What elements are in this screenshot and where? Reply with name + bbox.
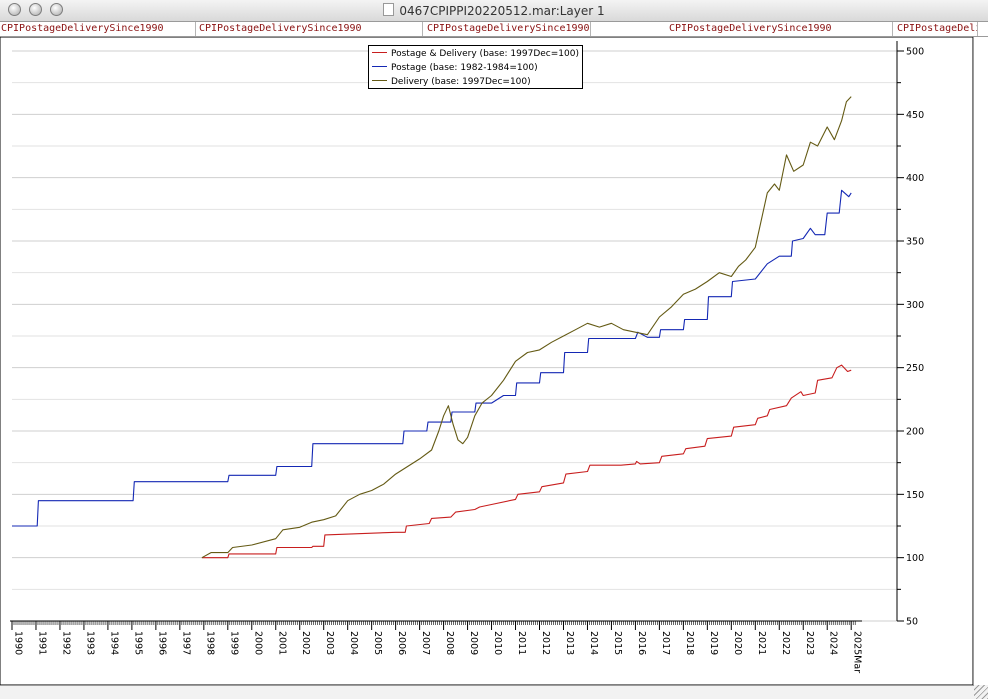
x-tick-label: 2007 [420, 631, 431, 655]
y-tick-label: 100 [906, 553, 924, 564]
y-axis: 50 100 150 200 250 300 350 400 450 500 [896, 41, 924, 628]
x-tick-label: 2024 [828, 631, 839, 655]
chart-area: 1990 1991 1992 1993 1994 1995 1996 1997 1998 1999… [0, 36, 974, 686]
x-tick-label: 2017 [660, 631, 671, 655]
y-tick-label: 200 [906, 427, 924, 438]
vertical-scrollbar[interactable] [973, 37, 988, 685]
x-tick-label: 1996 [156, 631, 167, 655]
y-tick-label: 300 [906, 300, 924, 311]
x-tick-label: 1990 [13, 631, 24, 655]
x-tick-label: 2004 [348, 631, 359, 655]
x-tick-label: 2009 [468, 631, 479, 655]
legend-label: Postage & Delivery (base: 1997Dec=100) [391, 49, 579, 59]
legend-item: Postage (base: 1982-1984=100) [372, 61, 538, 75]
series-lines [12, 96, 852, 559]
legend-label: Delivery (base: 1997Dec=100) [391, 77, 531, 87]
layer-tab[interactable]: CPIPostageDeli [897, 22, 978, 36]
x-tick-label: 2025Mar [852, 631, 863, 673]
x-tick-label: 2001 [276, 631, 287, 655]
x-tick-label: 2016 [636, 631, 647, 655]
x-tick-label: 1994 [108, 631, 119, 655]
x-tick-label: 2018 [684, 631, 695, 655]
horizontal-scrollbar[interactable] [0, 685, 988, 699]
legend-item: Postage & Delivery (base: 1997Dec=100) [372, 47, 579, 61]
legend-item: Delivery (base: 1997Dec=100) [372, 75, 531, 89]
x-tick-label: 1997 [180, 631, 191, 655]
y-tick-label: 400 [906, 173, 924, 184]
x-tick-label: 2011 [516, 631, 527, 655]
x-tick-label: 2010 [492, 631, 503, 655]
legend-label: Postage (base: 1982-1984=100) [391, 63, 538, 73]
x-tick-label: 2022 [780, 631, 791, 655]
y-tick-label: 350 [906, 237, 924, 248]
window-titlebar[interactable]: 0467CPIPPI20220512.mar:Layer 1 [0, 0, 988, 22]
layer-tab[interactable]: CPIPostageDeliverySince1990 [198, 22, 423, 36]
legend-swatch-postage [372, 66, 387, 67]
x-tick-label: 2003 [324, 631, 335, 655]
x-tick-label: 2023 [804, 631, 815, 655]
layer-tab[interactable]: CPIPostageDeliverySince1990 [427, 22, 591, 36]
x-tick-label: 2008 [444, 631, 455, 655]
window-title-wrap: 0467CPIPPI20220512.mar:Layer 1 [0, 3, 988, 18]
series-line [12, 189, 852, 527]
y-tick-label: 250 [906, 363, 924, 374]
x-axis: 1990 1991 1992 1993 1994 1995 1996 1997 1998 1999… [10, 620, 863, 673]
y-tick-label: 500 [906, 47, 924, 58]
legend-swatch-delivery [372, 80, 387, 81]
x-tick-label: 2005 [372, 631, 383, 655]
minimize-button-icon[interactable] [29, 3, 42, 16]
legend-swatch-postage-delivery [372, 52, 387, 53]
x-tick-label: 2013 [564, 631, 575, 655]
x-tick-label: 2014 [588, 631, 599, 655]
series-line [201, 96, 852, 559]
layer-tab-strip: CPIPostageDeliverySince1990 CPIPostageDe… [0, 22, 988, 37]
grid-lines [12, 50, 897, 622]
x-tick-label: 2019 [708, 631, 719, 655]
layer-tab[interactable]: CPIPostageDeliverySince1990 [0, 22, 196, 36]
document-proxy-icon[interactable] [383, 3, 395, 16]
zoom-button-icon[interactable] [50, 3, 63, 16]
x-tick-label: 2006 [396, 631, 407, 655]
window-title: 0467CPIPPI20220512.mar:Layer 1 [399, 4, 605, 18]
x-tick-label: 2021 [756, 631, 767, 655]
y-tick-label: 50 [906, 617, 918, 628]
x-tick-label: 1993 [84, 631, 95, 655]
x-tick-label: 1999 [228, 631, 239, 655]
chart-frame [0, 36, 974, 686]
x-tick-label: 1992 [60, 631, 71, 655]
x-tick-label: 1998 [204, 631, 215, 655]
resize-grip-icon[interactable] [974, 685, 988, 699]
y-tick-label: 150 [906, 490, 924, 501]
line-chart: 1990 1991 1992 1993 1994 1995 1996 1997 1998 1999… [0, 36, 974, 686]
x-tick-label: 2000 [252, 631, 263, 655]
layer-tab[interactable]: CPIPostageDeliverySince1990 [668, 22, 893, 36]
series-line [201, 364, 852, 559]
x-tick-label: 2020 [732, 631, 743, 655]
x-tick-label: 1991 [36, 631, 47, 655]
x-tick-label: 2012 [540, 631, 551, 655]
chart-legend: Postage & Delivery (base: 1997Dec=100) P… [368, 45, 583, 89]
y-tick-label: 450 [906, 110, 924, 121]
x-tick-label: 2002 [300, 631, 311, 655]
close-button-icon[interactable] [8, 3, 21, 16]
x-tick-label: 2015 [612, 631, 623, 655]
x-tick-label: 1995 [132, 631, 143, 655]
